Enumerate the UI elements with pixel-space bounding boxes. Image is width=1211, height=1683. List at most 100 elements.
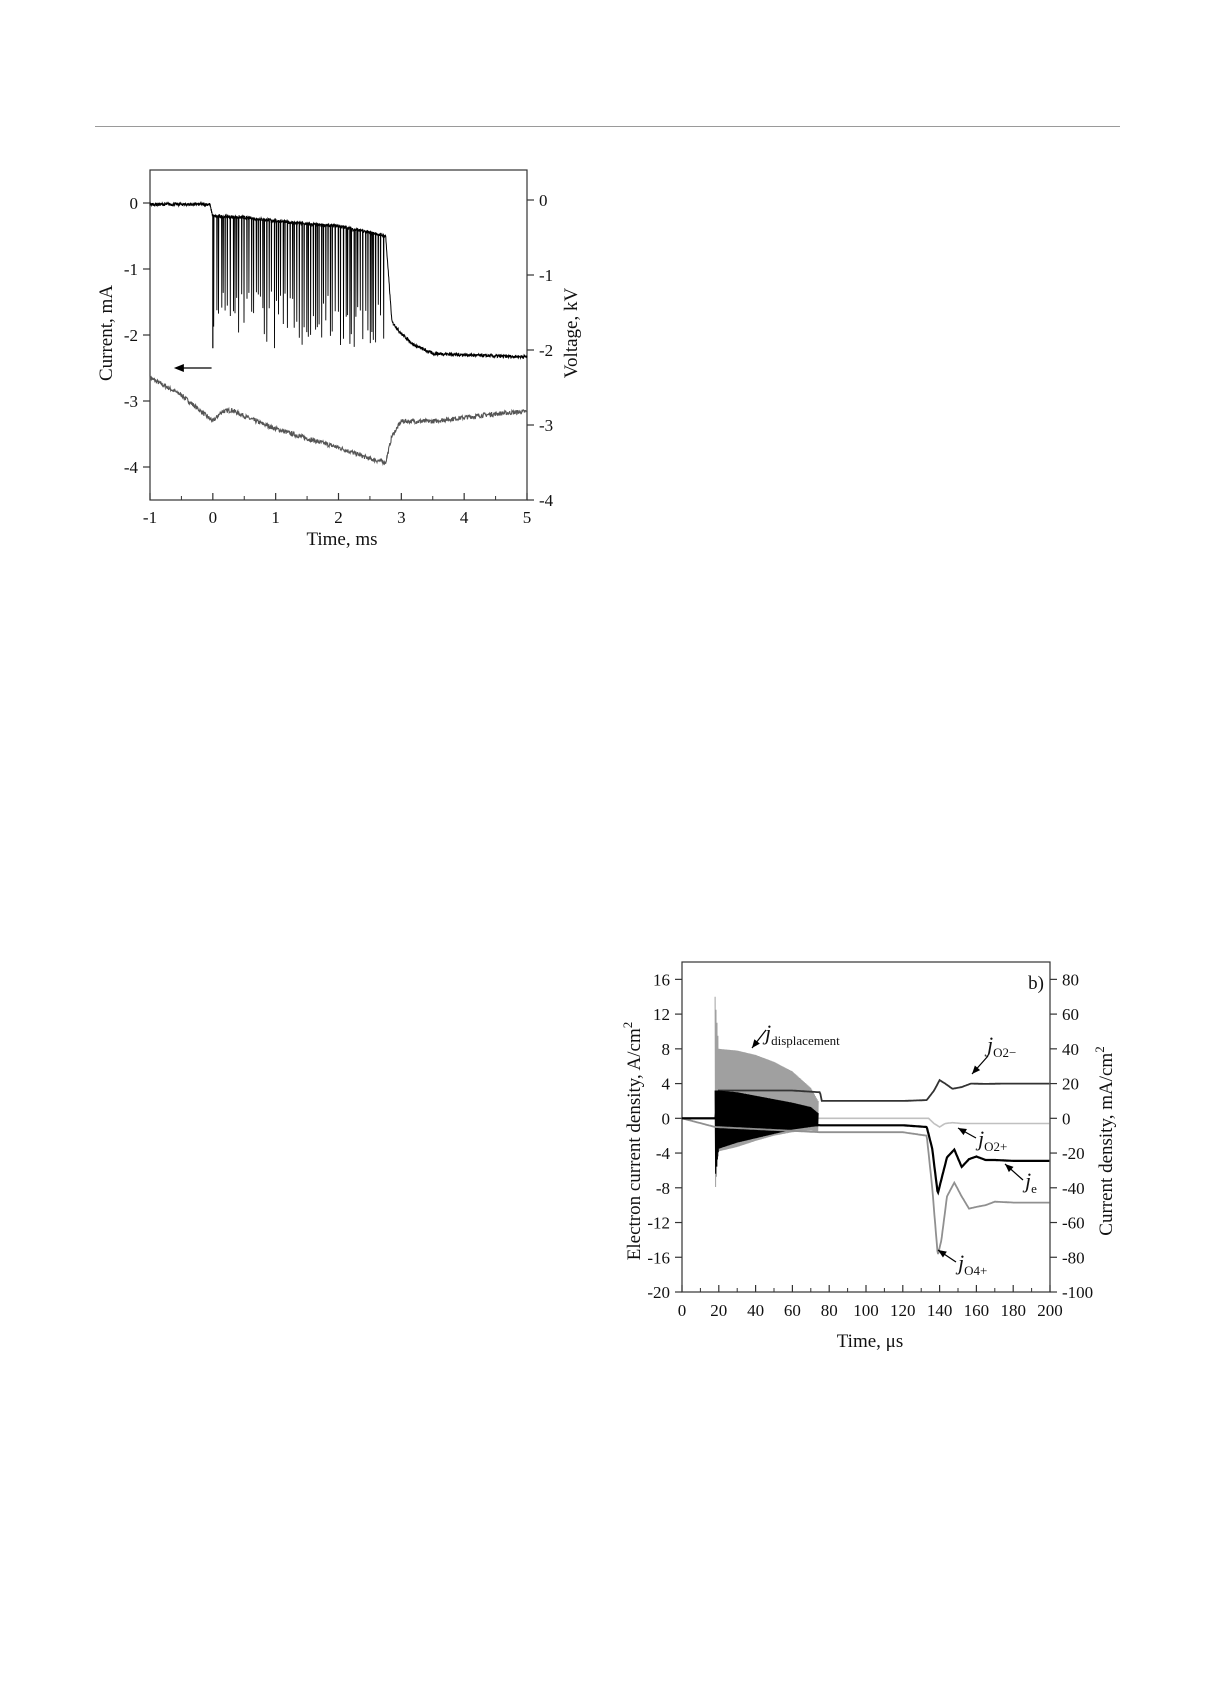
chart-b-x-tick-label: 160 (964, 1301, 990, 1320)
chart-b-y-tick-label: 12 (653, 1005, 670, 1024)
label-j-displacement-j: j (762, 1020, 771, 1045)
chart-a-x-tick-label: 3 (397, 508, 406, 527)
chart-b-frame (681, 961, 1051, 1293)
chart-a-x-tick-label: 5 (523, 508, 532, 527)
chart-b-y2-tick-label: 60 (1062, 1005, 1079, 1024)
chart-a-y2-axis-label: Voltage, kV (561, 288, 582, 379)
label-j-o2plus-sub: O2+ (984, 1139, 1007, 1154)
chart-b-y2-axis-label-text: Current density, mA/cm (1096, 1053, 1117, 1236)
chart-b-arrow-e-head (1005, 1164, 1014, 1173)
chart-b-y2-tick-label: -40 (1062, 1179, 1085, 1198)
chart-a-x-tick-label: 0 (209, 508, 218, 527)
chart-b-series-j-displacement (714, 996, 819, 1188)
chart-b-x-axis-label: Time, μs (837, 1331, 904, 1352)
chart-a-y2-tick-label: -2 (539, 341, 553, 360)
chart-a-y2-tick-label: -3 (539, 416, 553, 435)
chart-b-y-axis-label: Electron current density, A/cm2 (620, 1022, 645, 1260)
chart-a-x-tick-label: 4 (460, 508, 469, 527)
label-j-o2minus: jO2− (984, 1032, 1016, 1060)
chart-a-y-axis-label: Current, mA (96, 285, 117, 381)
label-j-o2plus: jO2+ (975, 1126, 1007, 1154)
chart-b-x-tick-label: 20 (710, 1301, 727, 1320)
label-j-o2minus-j: j (984, 1032, 993, 1057)
chart-a-x-tick-label: 2 (334, 508, 343, 527)
label-j-e-sub: e (1031, 1181, 1037, 1196)
chart-b-y-tick-label: 4 (662, 1075, 671, 1094)
chart-b-arrow-o2plus-head (958, 1128, 967, 1136)
chart-b-y2-tick-label: -100 (1062, 1283, 1093, 1302)
chart-b-arrow-o4plus-head (938, 1250, 947, 1258)
chart-a-y-tick-label: -3 (124, 392, 138, 411)
label-j-e-j: j (1022, 1168, 1031, 1193)
chart-a-y-tick-label: 0 (130, 194, 139, 213)
chart-b-y2-tick-label: -60 (1062, 1214, 1085, 1233)
label-j-displacement: jdisplacement (762, 1020, 840, 1048)
chart-b-x-tick-label: 80 (821, 1301, 838, 1320)
chart-b-x-tick-label: 120 (890, 1301, 916, 1320)
chart-b-labels: b) Time, μs Electron current density, A/… (620, 973, 1117, 1352)
chart-b-y-tick-label: 16 (653, 970, 670, 989)
chart-a-plot-area: -1 0 1 2 3 4 5 0 -1 -2 -3 -4 0 -1 -2 -3 -4 (124, 169, 554, 527)
chart-b-y-tick-label: -20 (647, 1283, 670, 1302)
chart-a-frame (149, 169, 528, 501)
chart-b-panel-label: b) (1028, 973, 1044, 994)
chart-b-x-tick-label: 180 (1000, 1301, 1026, 1320)
chart-b-series-j-o2minus (682, 1078, 1050, 1120)
chart-a-series-current-spikes (213, 216, 385, 349)
chart-a-series-voltage (149, 375, 528, 466)
chart-b-x-tick-label: 140 (927, 1301, 953, 1320)
chart-a-y-tick-label: -1 (124, 260, 138, 279)
chart-b-plot-area: 0 20 40 60 80 100 120 140 160 180 2001612840-4-8-1… (647, 961, 1093, 1320)
chart-b-y2-axis-label: Current density, mA/cm2 (1092, 1046, 1117, 1235)
chart-a-x-tick-label: 1 (271, 508, 280, 527)
chart-b-x-tick-label: 0 (678, 1301, 687, 1320)
chart-a-y2-tick-label: 0 (539, 191, 548, 210)
chart-b-y2-axis-label-sup: 2 (1092, 1046, 1107, 1053)
chart-b-x-tick-label: 60 (784, 1301, 801, 1320)
chart-b-y2-tick-label: 40 (1062, 1040, 1079, 1059)
label-j-o4plus-sub: O4+ (964, 1263, 987, 1278)
chart-b-x-tick-label: 100 (853, 1301, 879, 1320)
label-j-o2minus-sub: O2− (993, 1045, 1016, 1060)
chart-a-y2-tick-label: -1 (539, 266, 553, 285)
chart-b-x-tick-label: 40 (747, 1301, 764, 1320)
chart-a-arrow-head (173, 364, 184, 372)
chart-b-arrow-displacement-line (751, 1029, 767, 1049)
chart-b-series-j-o4plus (681, 1117, 1050, 1255)
chart-b-y-tick-label: -12 (647, 1214, 670, 1233)
chart-a-labels: Time, ms Current, mA Voltage, kV (96, 285, 582, 550)
page-rule (95, 126, 1120, 127)
chart-b-y2-tick-label: 80 (1062, 970, 1079, 989)
chart-a-x-tick-label: -1 (143, 508, 157, 527)
chart-b-series-j-e (682, 1117, 1050, 1196)
chart-b-arrow-o4plus-line (937, 1249, 957, 1263)
chart-b-y-tick-label: -8 (656, 1179, 670, 1198)
chart-a-x-axis-label: Time, ms (306, 529, 377, 550)
chart-b-y-axis-label-sup: 2 (620, 1022, 635, 1029)
label-j-o2plus-j: j (975, 1126, 984, 1151)
label-j-o4plus: jO4+ (955, 1250, 987, 1278)
chart-b-y2-tick-label: 0 (1062, 1109, 1071, 1128)
chart-b-y2-tick-label: 20 (1062, 1075, 1079, 1094)
chart-b-series-j-o2plus (682, 1117, 1050, 1128)
chart-b-y-axis-label-text: Electron current density, A/cm (624, 1028, 645, 1260)
chart-a-y-tick-label: -2 (124, 326, 138, 345)
chart-b-x-tick-label: 200 (1037, 1301, 1063, 1320)
chart-a-series-current (149, 201, 528, 360)
chart-b-y2-tick-label: -20 (1062, 1144, 1085, 1163)
chart-b-y-tick-label: 8 (662, 1040, 671, 1059)
chart-b-y-tick-label: -4 (656, 1144, 671, 1163)
chart-b-arrow-displacement-head (752, 1039, 760, 1048)
chart-a-y2-tick-label: -4 (539, 491, 554, 510)
chart-b-arrow-e-line (1004, 1163, 1024, 1181)
label-j-e: je (1022, 1168, 1037, 1196)
chart-b-y-tick-label: -16 (647, 1248, 670, 1267)
chart-b-series-j-e-oscillation (714, 1090, 819, 1174)
chart-b-arrow-o2minus-line (971, 1055, 989, 1075)
chart-b-arrow-o2minus-head (972, 1065, 981, 1074)
chart-b-y-tick-label: 0 (662, 1109, 671, 1128)
label-j-displacement-sub: displacement (771, 1033, 840, 1048)
chart-a-y-tick-label: -4 (124, 458, 139, 477)
